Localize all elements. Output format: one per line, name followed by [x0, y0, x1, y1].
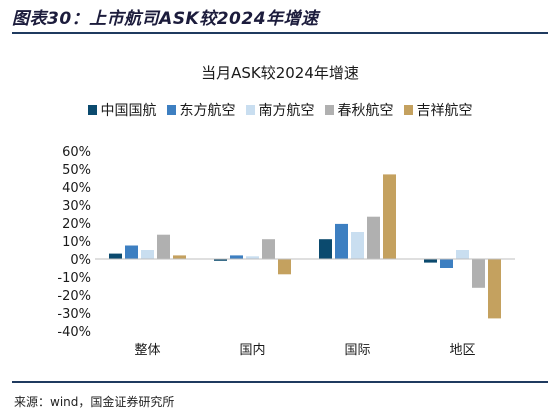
y-tick-label: -10% [57, 271, 91, 286]
y-tick-label: 50% [62, 163, 91, 178]
bar-s3-c3 [472, 259, 485, 288]
legend: 中国国航 东方航空 南方航空 春秋航空 吉祥航空 [0, 100, 560, 120]
bar-s4-c2 [383, 174, 396, 259]
bar-s0-c3 [424, 259, 437, 263]
bar-s0-c2 [319, 239, 332, 259]
chart-title: 当月ASK较2024年增速 [201, 64, 359, 82]
legend-label-2: 南方航空 [258, 103, 315, 119]
legend-item-0: 中国国航 [87, 100, 157, 120]
legend-swatch-2 [245, 105, 255, 115]
bottom-rule [12, 381, 548, 383]
bar-s3-c1 [262, 239, 275, 259]
legend-swatch-1 [166, 105, 176, 115]
y-tick-label: 10% [62, 235, 91, 250]
legend-label-4: 吉祥航空 [416, 103, 473, 119]
y-tick-label: -40% [57, 325, 91, 340]
category-label: 地区 [449, 343, 475, 358]
legend-item-3: 春秋航空 [324, 100, 394, 120]
legend-swatch-3 [324, 105, 334, 115]
figure-title: 图表30：上市航司ASK较2024年增速 [12, 9, 319, 29]
bar-s2-c2 [351, 232, 364, 259]
bar-s1-c1 [230, 255, 243, 259]
bar-s2-c3 [456, 250, 469, 259]
y-tick-label: 40% [62, 181, 91, 196]
bar-s2-c0 [141, 250, 154, 259]
axis-layer: -40% -30% -20% -10% 0% 10% 20% 30% 40% 50% 60% 整体 国内… [57, 145, 515, 358]
y-tick-label: 30% [62, 199, 91, 214]
category-label: 整体 [134, 343, 160, 358]
bar-s4-c0 [173, 255, 186, 259]
legend-swatch-0 [87, 105, 97, 115]
legend-label-3: 春秋航空 [337, 103, 394, 119]
legend-item-4: 吉祥航空 [403, 100, 473, 120]
bar-s1-c0 [125, 245, 138, 259]
category-label: 国内 [239, 342, 265, 358]
bar-s2-c1 [246, 256, 259, 259]
y-tick-label: -20% [57, 289, 91, 304]
source-note: 来源：wind，国金证券研究所 [14, 395, 175, 409]
y-tick-label: 20% [62, 217, 91, 232]
legend-item-2: 南方航空 [245, 100, 315, 120]
y-tick-label: -30% [57, 307, 91, 322]
bar-s3-c2 [367, 216, 380, 259]
legend-swatch-4 [403, 105, 413, 115]
bar-s1-c2 [335, 223, 348, 259]
y-tick-label: 0% [70, 253, 91, 268]
bar-s0-c1 [214, 259, 227, 261]
legend-label-0: 中国国航 [100, 103, 157, 119]
bar-s1-c3 [440, 259, 453, 268]
chart: 当月ASK较2024年增速 -40% -30% -20% -10% 0% 10% 20% 30… [57, 64, 515, 358]
bar-s3-c0 [157, 234, 170, 259]
bar-s4-c3 [488, 259, 501, 319]
category-label: 国际 [344, 343, 370, 358]
legend-item-1: 东方航空 [166, 100, 236, 120]
top-rule [12, 32, 548, 34]
y-tick-label: 60% [62, 145, 91, 160]
bar-s0-c0 [109, 253, 122, 259]
bar-s4-c1 [278, 259, 291, 275]
legend-label-1: 东方航空 [179, 103, 236, 119]
bars-layer [109, 174, 501, 319]
